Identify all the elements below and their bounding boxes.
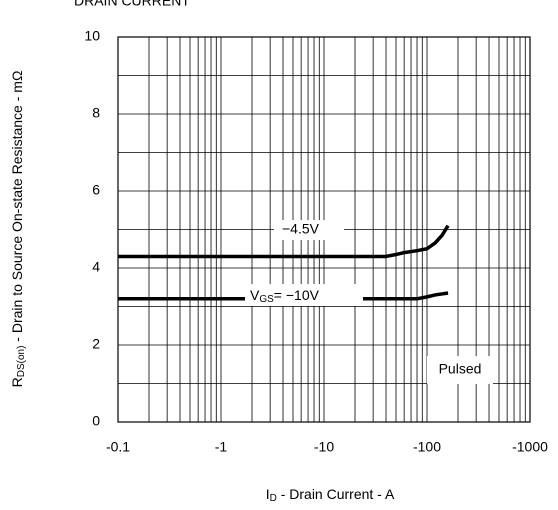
x-tick-label: -0.1	[106, 439, 130, 455]
chart-title: DRAIN CURRENT	[74, 0, 190, 9]
x-tick-label: -10	[314, 439, 334, 455]
y-tick-label: 2	[92, 336, 100, 352]
y-tick-label: 4	[92, 259, 100, 275]
x-tick-label: -1	[215, 439, 228, 455]
y-tick-label: 6	[92, 182, 100, 198]
label-bg	[274, 220, 344, 240]
annotation: Pulsed	[439, 361, 482, 377]
series-label: −4.5V	[282, 221, 320, 237]
y-tick-label: 0	[92, 413, 100, 429]
plot-frame	[117, 36, 531, 423]
y-tick-label: 10	[84, 28, 100, 44]
x-tick-label: -100	[413, 439, 441, 455]
y-tick-label: 8	[92, 105, 100, 121]
label-bg	[245, 284, 363, 306]
annotation-bg	[427, 356, 493, 384]
x-axis-label: ID - Drain Current - A	[266, 486, 395, 504]
y-axis-label: RDS(on) - Drain to Source On-state Resis…	[9, 71, 27, 388]
series-line	[118, 291, 449, 301]
series-label: VGS= −10V	[250, 287, 320, 305]
x-tick-label: -1000	[512, 439, 548, 455]
series-line	[118, 224, 450, 259]
